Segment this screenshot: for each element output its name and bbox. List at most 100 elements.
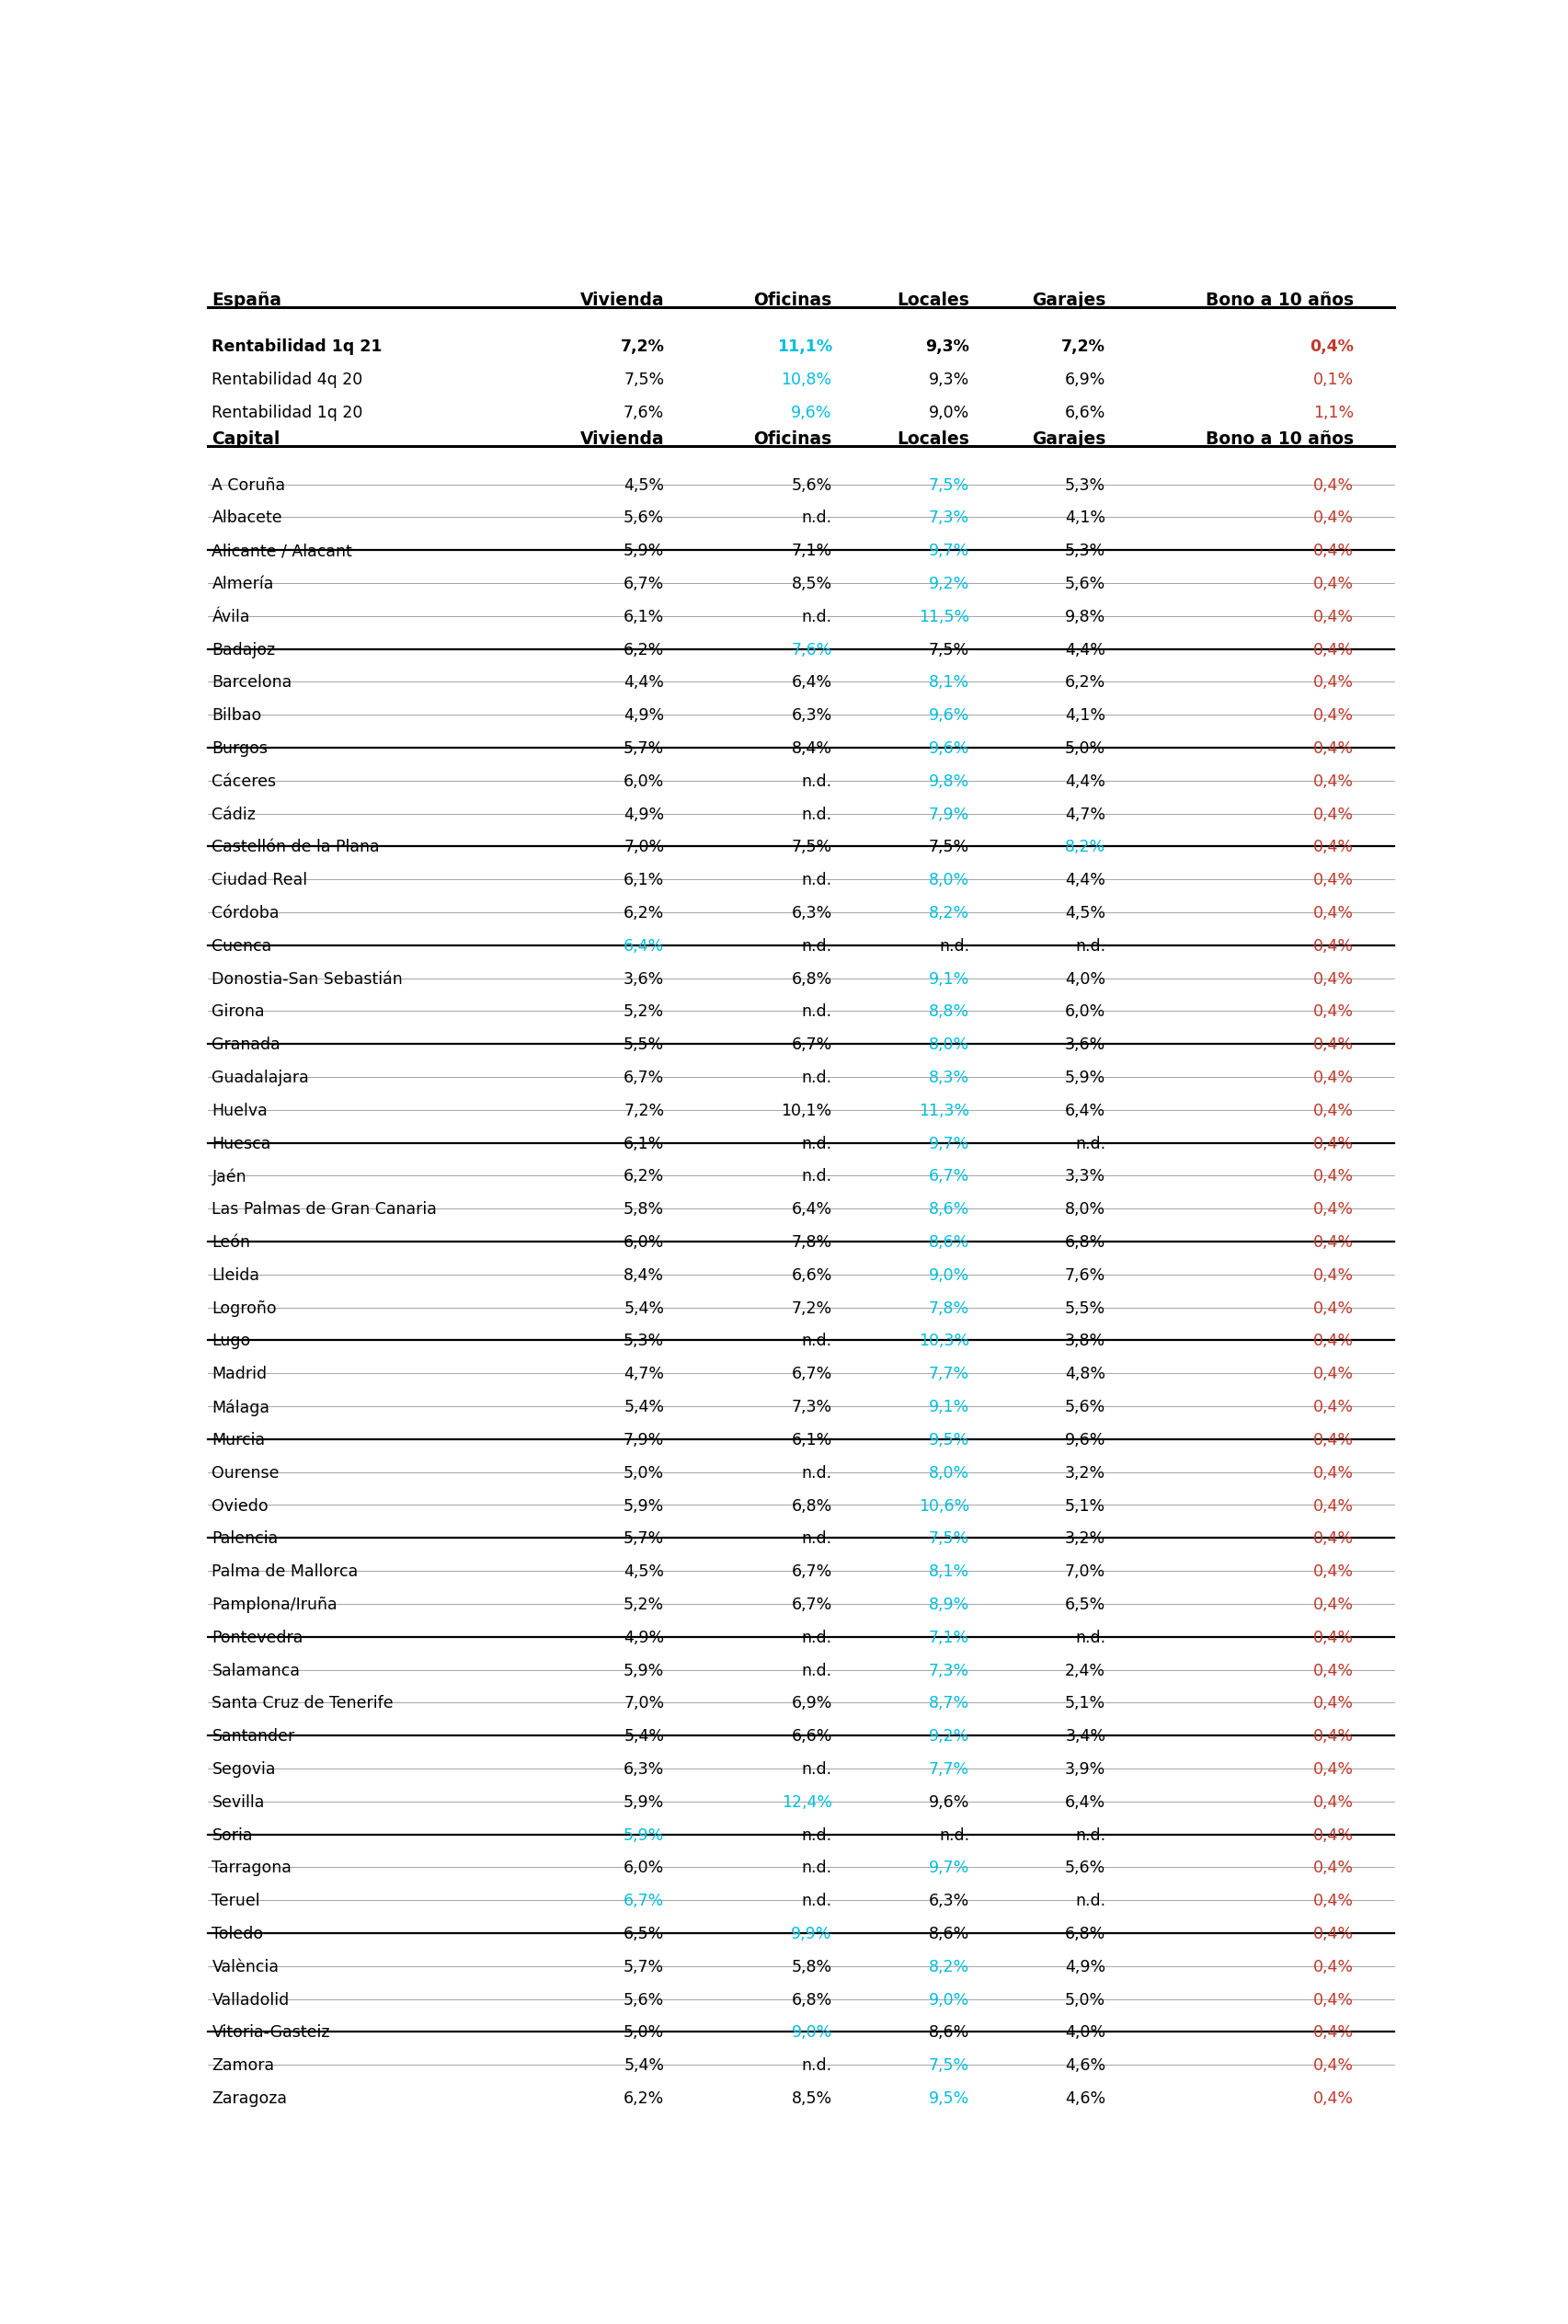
- Text: 5,8%: 5,8%: [624, 1202, 663, 1218]
- Text: Capital: Capital: [212, 430, 281, 449]
- Text: 6,4%: 6,4%: [1065, 1794, 1105, 1810]
- Text: 0,4%: 0,4%: [1312, 939, 1353, 955]
- Text: Bilbao: Bilbao: [212, 706, 262, 725]
- Text: 0,4%: 0,4%: [1312, 706, 1353, 725]
- Text: 0,4%: 0,4%: [1312, 1959, 1353, 1975]
- Text: 9,7%: 9,7%: [928, 1136, 969, 1153]
- Text: 8,6%: 8,6%: [928, 2024, 969, 2040]
- Text: 11,5%: 11,5%: [919, 609, 969, 625]
- Text: n.d.: n.d.: [801, 1136, 831, 1153]
- Text: n.d.: n.d.: [801, 1827, 831, 1843]
- Text: Rentabilidad 1q 21: Rentabilidad 1q 21: [212, 339, 383, 356]
- Text: 7,5%: 7,5%: [928, 1532, 969, 1548]
- Text: 6,3%: 6,3%: [790, 904, 831, 923]
- Text: 8,1%: 8,1%: [928, 674, 969, 690]
- Text: 9,7%: 9,7%: [928, 544, 969, 560]
- Text: 9,0%: 9,0%: [928, 1992, 969, 2008]
- Text: 5,2%: 5,2%: [624, 1004, 663, 1020]
- Text: 0,4%: 0,4%: [1312, 674, 1353, 690]
- Text: 0,4%: 0,4%: [1312, 1794, 1353, 1810]
- Text: 0,4%: 0,4%: [1312, 1892, 1353, 1910]
- Text: Murcia: Murcia: [212, 1432, 265, 1448]
- Text: 5,7%: 5,7%: [624, 1532, 663, 1548]
- Text: n.d.: n.d.: [801, 1892, 831, 1910]
- Text: 6,3%: 6,3%: [622, 1762, 663, 1778]
- Text: 5,9%: 5,9%: [622, 1662, 663, 1678]
- Text: 10,1%: 10,1%: [781, 1102, 831, 1120]
- Text: Ávila: Ávila: [212, 609, 249, 625]
- Text: Zamora: Zamora: [212, 2057, 274, 2073]
- Text: 7,1%: 7,1%: [928, 1629, 969, 1645]
- Text: Málaga: Málaga: [212, 1399, 270, 1415]
- Text: 0,4%: 0,4%: [1312, 1992, 1353, 2008]
- Text: 0,4%: 0,4%: [1312, 1927, 1353, 1943]
- Text: n.d.: n.d.: [801, 2057, 831, 2073]
- Text: 7,6%: 7,6%: [1065, 1267, 1105, 1283]
- Text: Girona: Girona: [212, 1004, 265, 1020]
- Text: Córdoba: Córdoba: [212, 904, 279, 923]
- Text: 6,5%: 6,5%: [1065, 1597, 1105, 1613]
- Text: 6,7%: 6,7%: [790, 1564, 831, 1580]
- Text: 6,1%: 6,1%: [622, 1136, 663, 1153]
- Text: 7,2%: 7,2%: [1062, 339, 1105, 356]
- Text: 7,0%: 7,0%: [624, 1694, 663, 1713]
- Text: 4,5%: 4,5%: [624, 1564, 663, 1580]
- Text: 0,4%: 0,4%: [1312, 476, 1353, 493]
- Text: 7,5%: 7,5%: [928, 641, 969, 658]
- Text: Alicante / Alacant: Alicante / Alacant: [212, 544, 353, 560]
- Text: 5,1%: 5,1%: [1065, 1497, 1105, 1515]
- Text: 0,4%: 0,4%: [1312, 509, 1353, 525]
- Text: 4,8%: 4,8%: [1065, 1367, 1105, 1383]
- Text: Guadalajara: Guadalajara: [212, 1069, 309, 1085]
- Text: 0,4%: 0,4%: [1312, 1136, 1353, 1153]
- Text: 6,8%: 6,8%: [790, 1992, 831, 2008]
- Text: 6,1%: 6,1%: [622, 872, 663, 888]
- Text: 7,5%: 7,5%: [928, 2057, 969, 2073]
- Text: n.d.: n.d.: [938, 939, 969, 955]
- Text: 4,0%: 4,0%: [1065, 971, 1105, 988]
- Text: 6,8%: 6,8%: [1065, 1234, 1105, 1250]
- Text: Cádiz: Cádiz: [212, 806, 256, 823]
- Text: Teruel: Teruel: [212, 1892, 260, 1910]
- Text: Oviedo: Oviedo: [212, 1497, 268, 1515]
- Text: Madrid: Madrid: [212, 1367, 267, 1383]
- Text: n.d.: n.d.: [938, 1827, 969, 1843]
- Text: 0,4%: 0,4%: [1312, 741, 1353, 758]
- Text: 0,4%: 0,4%: [1312, 1202, 1353, 1218]
- Text: Lleida: Lleida: [212, 1267, 260, 1283]
- Text: 9,8%: 9,8%: [928, 774, 969, 790]
- Text: 0,4%: 0,4%: [1312, 2089, 1353, 2108]
- Text: 4,4%: 4,4%: [624, 674, 663, 690]
- Text: 0,1%: 0,1%: [1312, 372, 1353, 388]
- Text: 7,9%: 7,9%: [622, 1432, 663, 1448]
- Text: 5,6%: 5,6%: [790, 476, 831, 493]
- Text: 9,3%: 9,3%: [925, 339, 969, 356]
- Text: 5,3%: 5,3%: [624, 1334, 663, 1350]
- Text: 7,0%: 7,0%: [1065, 1564, 1105, 1580]
- Text: n.d.: n.d.: [1074, 1629, 1105, 1645]
- Text: 5,8%: 5,8%: [790, 1959, 831, 1975]
- Text: 5,6%: 5,6%: [622, 1992, 663, 2008]
- Text: Palencia: Palencia: [212, 1532, 278, 1548]
- Text: 7,5%: 7,5%: [790, 839, 831, 855]
- Text: Oficinas: Oficinas: [753, 290, 831, 309]
- Text: n.d.: n.d.: [1074, 1892, 1105, 1910]
- Text: 0,4%: 0,4%: [1312, 774, 1353, 790]
- Text: 6,0%: 6,0%: [622, 1859, 663, 1875]
- Text: 4,5%: 4,5%: [624, 476, 663, 493]
- Text: 9,5%: 9,5%: [928, 1432, 969, 1448]
- Text: 10,3%: 10,3%: [919, 1334, 969, 1350]
- Text: Donostia-San Sebastián: Donostia-San Sebastián: [212, 971, 403, 988]
- Text: 6,3%: 6,3%: [790, 706, 831, 725]
- Text: 6,4%: 6,4%: [790, 1202, 831, 1218]
- Text: 0,4%: 0,4%: [1312, 576, 1353, 593]
- Text: 5,6%: 5,6%: [1065, 1859, 1105, 1875]
- Text: 4,9%: 4,9%: [624, 706, 663, 725]
- Text: 7,3%: 7,3%: [928, 509, 969, 525]
- Text: 10,6%: 10,6%: [919, 1497, 969, 1515]
- Text: Vivienda: Vivienda: [580, 290, 663, 309]
- Text: Ourense: Ourense: [212, 1464, 279, 1480]
- Text: 0,4%: 0,4%: [1312, 1334, 1353, 1350]
- Text: 5,0%: 5,0%: [1065, 1992, 1105, 2008]
- Text: 5,9%: 5,9%: [1065, 1069, 1105, 1085]
